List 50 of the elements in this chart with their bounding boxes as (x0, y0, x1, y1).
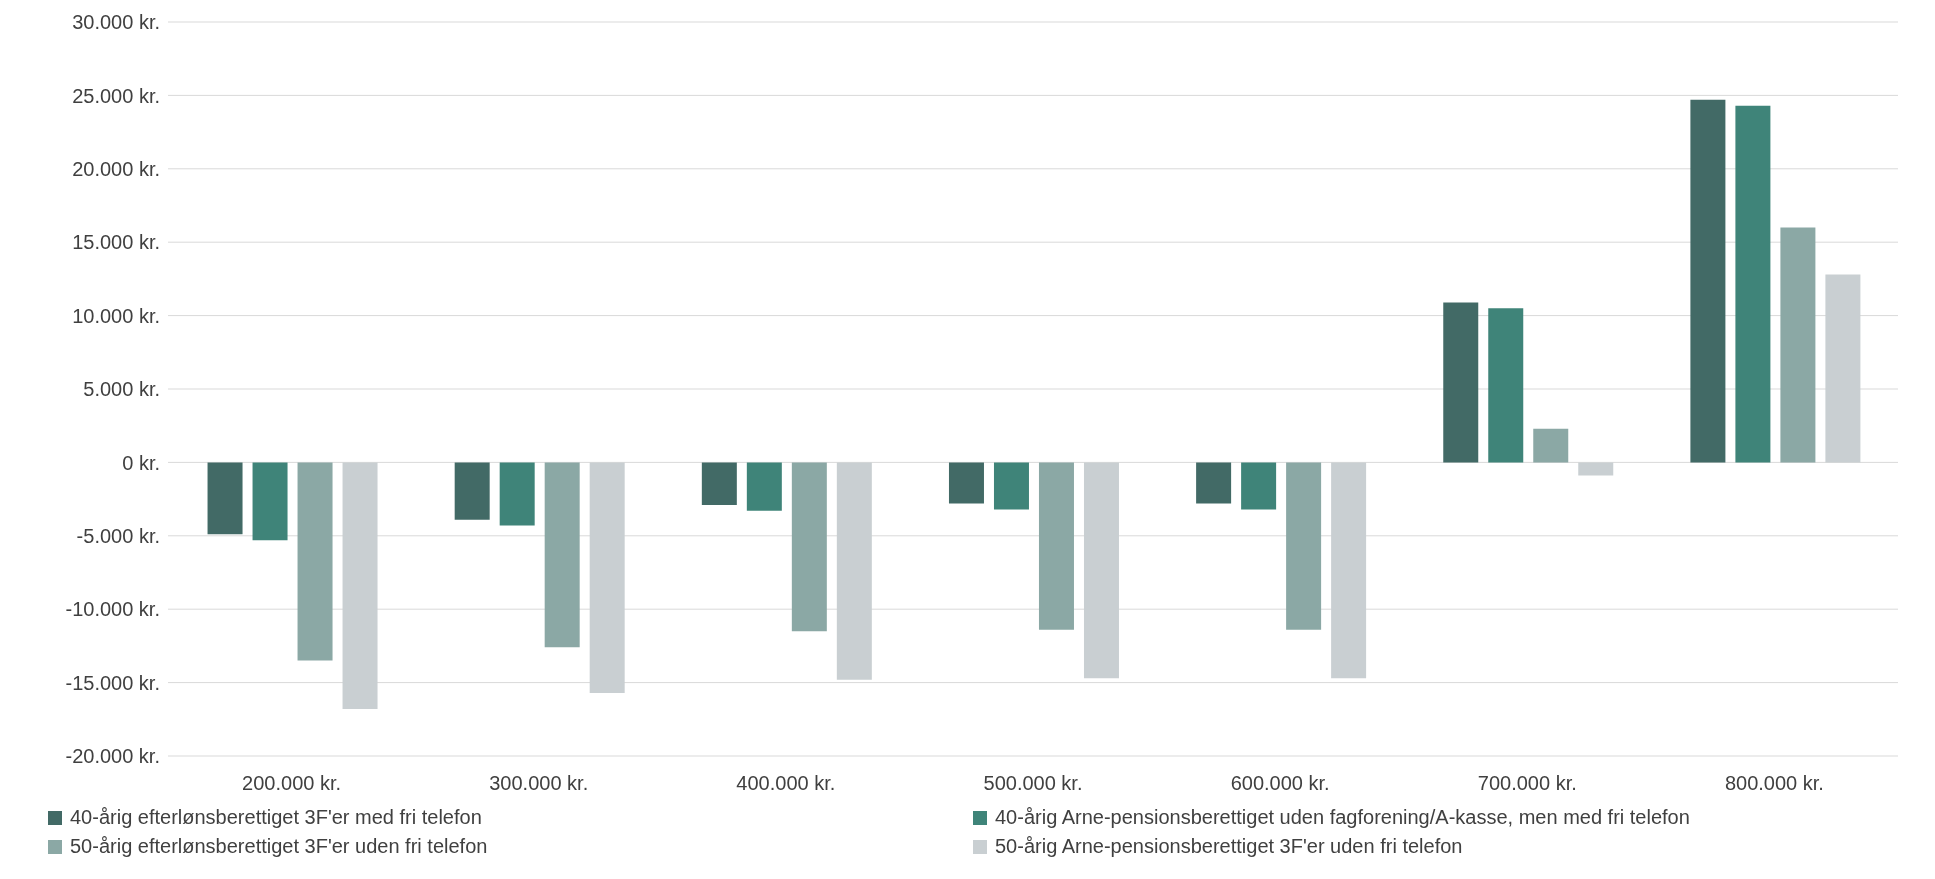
x-tick-label: 800.000 kr. (1724, 772, 1824, 795)
y-tick-label: 10.000 kr. (72, 304, 160, 327)
x-tick-label: 400.000 kr. (736, 772, 836, 795)
bar (1690, 99, 1726, 463)
bar (791, 462, 827, 632)
bar (948, 462, 984, 504)
bar (1331, 462, 1367, 679)
x-tick-label: 700.000 kr. (1477, 772, 1577, 795)
bar (1443, 302, 1479, 463)
bar (993, 462, 1029, 510)
x-tick-label: 300.000 kr. (489, 772, 589, 795)
bar (701, 462, 737, 505)
y-tick-label: 25.000 kr. (72, 84, 160, 107)
legend-label: 40-årig efterlønsberettiget 3F'er med fri telefon (70, 806, 482, 829)
bar (297, 462, 333, 661)
y-tick-label: 20.000 kr. (72, 157, 160, 180)
bar (1488, 308, 1524, 463)
y-tick-label: 30.000 kr. (72, 11, 160, 34)
x-tick-label: 600.000 kr. (1230, 772, 1330, 795)
bar (1735, 105, 1771, 463)
bar (1578, 462, 1614, 476)
y-tick-label: 15.000 kr. (72, 231, 160, 254)
bar (589, 462, 625, 693)
bar (207, 462, 243, 535)
bar (1533, 428, 1569, 463)
bar (342, 462, 378, 710)
legend-label: 50-årig efterlønsberettiget 3F'er uden fri telefon (70, 835, 488, 858)
y-tick-label: -20.000 kr. (65, 745, 160, 768)
y-tick-label: 5.000 kr. (83, 378, 160, 401)
bar (1083, 462, 1119, 679)
bar (1196, 462, 1232, 504)
y-tick-label: -10.000 kr. (65, 598, 160, 621)
bar (499, 462, 535, 526)
x-tick-label: 500.000 kr. (983, 772, 1083, 795)
bar (1825, 274, 1861, 463)
bar (836, 462, 872, 680)
bar (1038, 462, 1074, 630)
legend-label: 40-årig Arne-pensionsberettiget uden fagforening/A-kasse, men med fri telefon (995, 806, 1690, 829)
bar (454, 462, 490, 520)
y-tick-label: 0 kr. (122, 451, 160, 474)
bar (1241, 462, 1277, 510)
bar (746, 462, 782, 511)
bar (1286, 462, 1322, 630)
bar (1780, 227, 1816, 463)
x-tick-label: 200.000 kr. (242, 772, 342, 795)
y-tick-label: -5.000 kr. (76, 524, 160, 547)
legend-label: 50-årig Arne-pensionsberettiget 3F'er uden fri telefon (995, 835, 1463, 858)
bar (544, 462, 580, 648)
bar (252, 462, 288, 541)
y-tick-label: -15.000 kr. (65, 671, 160, 694)
